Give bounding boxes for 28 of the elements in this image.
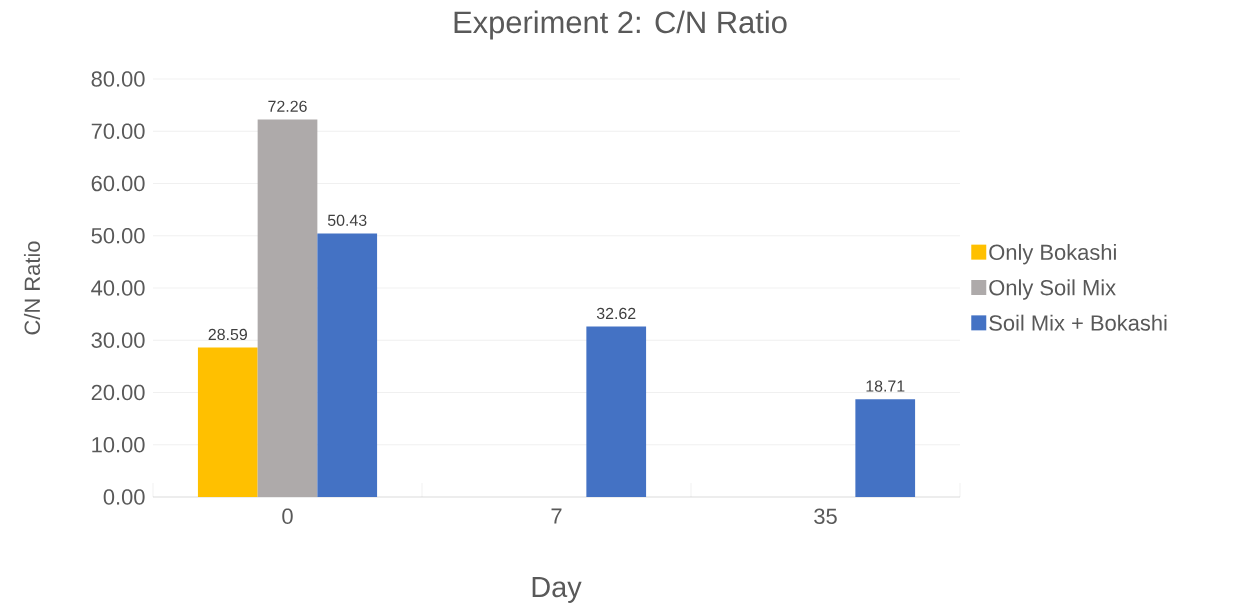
- bar: [855, 399, 916, 497]
- y-tick-label: 70.00: [91, 123, 145, 140]
- legend-label: Only Bokashi: [989, 243, 1116, 265]
- chart-title: Experiment 2: C/N Ratio: [454, 10, 787, 40]
- data-label: 28.59: [208, 328, 247, 341]
- y-tick-label: 20.00: [91, 384, 145, 401]
- data-label: 18.71: [866, 380, 905, 392]
- y-tick-label: 30.00: [91, 332, 145, 349]
- y-tick-label: 40.00: [91, 280, 145, 296]
- legend-label: Soil Mix + Bokashi: [989, 314, 1167, 331]
- bar: [317, 233, 378, 497]
- x-axis-title: Day: [532, 577, 582, 603]
- y-axis-title: C/N Ratio: [23, 241, 41, 335]
- legend-label: Only Soil Mix: [989, 279, 1116, 300]
- x-tick-label: 0: [282, 508, 293, 525]
- x-tick-label: 7: [551, 508, 562, 524]
- bar: [257, 119, 318, 497]
- bar: [586, 326, 647, 497]
- x-tick-label: 35: [814, 508, 837, 525]
- y-tick-label: 10.00: [92, 436, 145, 453]
- data-label: 32.62: [596, 307, 636, 320]
- y-tick-label: 50.00: [91, 227, 145, 244]
- data-label: 50.43: [327, 214, 367, 226]
- bar: [197, 347, 258, 497]
- y-tick-label: 80.00: [91, 71, 145, 87]
- y-tick-label: 0.00: [103, 489, 145, 505]
- data-label: 72.26: [268, 100, 307, 112]
- y-tick-label: 60.00: [91, 175, 145, 192]
